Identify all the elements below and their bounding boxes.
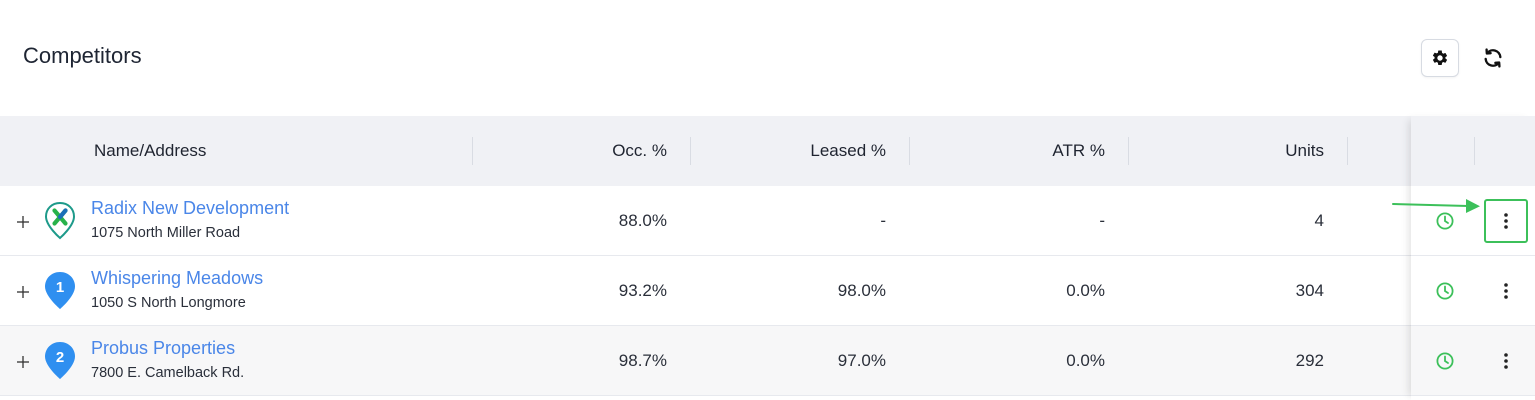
occ-cell: 93.2% bbox=[618, 281, 667, 300]
column-header-occ[interactable]: Occ. % bbox=[612, 141, 667, 160]
vertical-ellipsis-icon bbox=[1504, 213, 1508, 229]
map-pin-icon: 1 bbox=[45, 272, 75, 309]
plus-icon bbox=[16, 355, 29, 368]
competitor-address: 1050 S North Longmore bbox=[91, 295, 246, 311]
plus-icon bbox=[16, 215, 29, 228]
row-actions-button[interactable] bbox=[1484, 269, 1528, 313]
page-header: Competitors bbox=[0, 0, 1535, 116]
map-pin-icon: 2 bbox=[45, 342, 75, 379]
radix-logo-pin-icon bbox=[44, 201, 76, 240]
plus-icon bbox=[16, 285, 29, 298]
units-cell: 4 bbox=[1314, 211, 1324, 230]
annotation-arrow-icon bbox=[1392, 199, 1480, 213]
atr-cell: 0.0% bbox=[1066, 281, 1105, 300]
expand-row-button[interactable] bbox=[14, 283, 31, 300]
competitor-name-link[interactable]: Whispering Meadows bbox=[91, 268, 264, 288]
leased-cell: - bbox=[880, 211, 886, 230]
competitor-name-link[interactable]: Probus Properties bbox=[91, 338, 236, 358]
vertical-ellipsis-icon bbox=[1504, 353, 1508, 369]
occ-cell: 98.7% bbox=[618, 351, 667, 370]
competitor-address: 7800 E. Camelback Rd. bbox=[91, 365, 245, 381]
column-header-name[interactable]: Name/Address bbox=[94, 141, 207, 160]
competitor-name-link[interactable]: Radix New Development bbox=[91, 198, 290, 218]
row-actions-button[interactable] bbox=[1484, 199, 1528, 243]
atr-cell: 0.0% bbox=[1066, 351, 1105, 370]
leased-cell: 98.0% bbox=[837, 281, 886, 300]
table-header: Name/Address Occ. % Leased % ATR % Units bbox=[0, 116, 1535, 186]
settings-button[interactable] bbox=[1421, 39, 1459, 77]
column-divider bbox=[1347, 137, 1348, 165]
clock-icon[interactable] bbox=[1435, 211, 1455, 231]
column-header-units[interactable]: Units bbox=[1285, 141, 1324, 160]
occ-cell: 88.0% bbox=[618, 211, 667, 230]
page-title: Competitors bbox=[23, 43, 142, 68]
table-row: Radix New Development 1075 North Miller … bbox=[0, 186, 1535, 256]
competitors-table: Name/Address Occ. % Leased % ATR % Units… bbox=[0, 116, 1535, 396]
vertical-ellipsis-icon bbox=[1504, 283, 1508, 299]
pin-number: 1 bbox=[56, 279, 64, 296]
column-divider bbox=[690, 137, 691, 165]
gear-icon bbox=[1432, 50, 1448, 65]
atr-cell: - bbox=[1099, 211, 1105, 230]
refresh-button[interactable] bbox=[1474, 39, 1512, 77]
row-actions-button[interactable] bbox=[1484, 339, 1528, 383]
column-divider bbox=[1128, 137, 1129, 165]
clock-icon[interactable] bbox=[1435, 281, 1455, 301]
refresh-icon bbox=[1484, 48, 1502, 68]
units-cell: 304 bbox=[1295, 281, 1324, 300]
column-divider bbox=[472, 137, 473, 165]
table-row: 1 Whispering Meadows 1050 S North Longmo… bbox=[0, 256, 1535, 326]
column-divider bbox=[1474, 137, 1475, 165]
table-row: 2 Probus Properties 7800 E. Camelback Rd… bbox=[0, 326, 1535, 396]
leased-cell: 97.0% bbox=[837, 351, 886, 370]
units-cell: 292 bbox=[1295, 351, 1324, 370]
expand-row-button[interactable] bbox=[14, 353, 31, 370]
pin-number: 2 bbox=[56, 349, 64, 366]
column-divider bbox=[909, 137, 910, 165]
competitor-address: 1075 North Miller Road bbox=[91, 225, 241, 241]
clock-icon[interactable] bbox=[1435, 351, 1455, 371]
column-header-atr[interactable]: ATR % bbox=[1052, 141, 1105, 160]
expand-row-button[interactable] bbox=[14, 213, 31, 230]
column-header-leased[interactable]: Leased % bbox=[810, 141, 886, 160]
